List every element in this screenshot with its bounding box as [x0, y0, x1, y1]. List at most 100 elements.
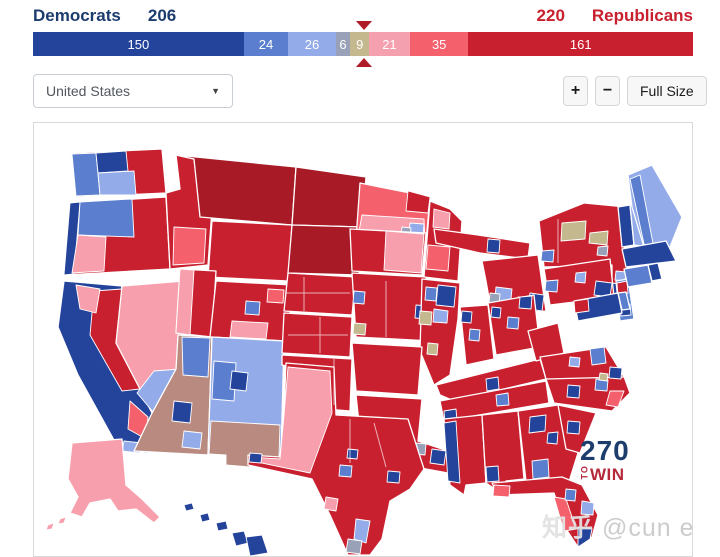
- region-select[interactable]: United States ▼: [33, 74, 233, 108]
- district[interactable]: [429, 448, 447, 466]
- state-hawaii[interactable]: [183, 502, 195, 512]
- district[interactable]: [495, 392, 510, 407]
- watermark-handle: @cun ese: [601, 514, 692, 542]
- district[interactable]: [460, 310, 473, 324]
- state-hawaii[interactable]: [215, 520, 229, 532]
- logo-win-text: WIN: [590, 465, 625, 484]
- district[interactable]: [573, 298, 590, 314]
- district[interactable]: [248, 452, 263, 464]
- district[interactable]: [386, 470, 401, 484]
- district[interactable]: [490, 306, 502, 319]
- district[interactable]: [175, 268, 195, 336]
- district[interactable]: [443, 420, 461, 484]
- state-arkansas[interactable]: [351, 342, 423, 396]
- district[interactable]: [485, 376, 500, 392]
- district[interactable]: [598, 372, 609, 382]
- district[interactable]: [244, 300, 261, 316]
- district[interactable]: [57, 516, 67, 525]
- district[interactable]: [435, 284, 457, 308]
- state-montana[interactable]: [175, 154, 297, 226]
- full-size-button[interactable]: Full Size: [627, 76, 707, 106]
- seat-bar-segment-light-blue: 26: [288, 32, 336, 56]
- district[interactable]: [486, 238, 501, 254]
- zoom-in-button[interactable]: +: [563, 76, 588, 106]
- district[interactable]: [580, 500, 595, 516]
- state-rhode-island[interactable]: [647, 262, 663, 282]
- state-wyoming[interactable]: [207, 220, 293, 282]
- state-hawaii[interactable]: [245, 534, 269, 556]
- district[interactable]: [353, 518, 371, 544]
- district[interactable]: [424, 286, 438, 302]
- district[interactable]: [566, 384, 581, 399]
- district[interactable]: [546, 431, 559, 445]
- us-map-svg: [45, 148, 683, 556]
- district[interactable]: [568, 356, 581, 368]
- district[interactable]: [544, 279, 559, 293]
- district[interactable]: [405, 190, 431, 214]
- district[interactable]: [425, 244, 451, 272]
- seat-bar-segment-red: 161: [468, 32, 693, 56]
- district[interactable]: [518, 295, 533, 310]
- state-hawaii[interactable]: [199, 512, 211, 523]
- district[interactable]: [596, 245, 609, 257]
- district[interactable]: [266, 288, 285, 304]
- district[interactable]: [75, 284, 101, 314]
- district[interactable]: [352, 290, 366, 305]
- district[interactable]: [63, 201, 81, 276]
- district[interactable]: [181, 336, 211, 378]
- district[interactable]: [574, 271, 587, 284]
- district[interactable]: [553, 496, 577, 532]
- state-delaware[interactable]: [617, 291, 631, 311]
- district[interactable]: [229, 320, 269, 340]
- district[interactable]: [528, 414, 547, 434]
- district[interactable]: [577, 526, 593, 548]
- state-connecticut[interactable]: [623, 264, 653, 288]
- state-tennessee[interactable]: [439, 380, 550, 422]
- district[interactable]: [77, 198, 135, 238]
- district[interactable]: [432, 308, 449, 324]
- district[interactable]: [352, 322, 367, 336]
- district[interactable]: [485, 465, 500, 483]
- seat-bar-segment-dark-blue: 150: [33, 32, 244, 56]
- district[interactable]: [588, 230, 609, 246]
- zoom-out-button[interactable]: −: [595, 76, 620, 106]
- district[interactable]: [323, 496, 339, 512]
- district[interactable]: [506, 316, 520, 330]
- district[interactable]: [605, 390, 625, 408]
- district[interactable]: [540, 249, 555, 263]
- caret-down-icon: ▼: [211, 86, 220, 96]
- district[interactable]: [346, 448, 359, 460]
- watermark-brand: 知乎: [542, 514, 595, 542]
- seat-bar-segment-tan: 9: [350, 32, 369, 56]
- district[interactable]: [45, 522, 55, 531]
- state-north-dakota[interactable]: [291, 166, 367, 228]
- district[interactable]: [71, 234, 107, 274]
- district[interactable]: [418, 310, 433, 326]
- district[interactable]: [71, 152, 101, 197]
- district[interactable]: [171, 400, 193, 424]
- state-hawaii[interactable]: [231, 530, 249, 547]
- state-nebraska[interactable]: [283, 272, 357, 316]
- district[interactable]: [95, 150, 129, 174]
- district[interactable]: [560, 220, 587, 242]
- us-house-district-map[interactable]: 270 TO WIN 知乎 @cun ese: [33, 122, 693, 557]
- district[interactable]: [172, 226, 207, 266]
- district[interactable]: [229, 370, 249, 392]
- state-massachusetts[interactable]: [621, 240, 677, 268]
- district[interactable]: [338, 464, 353, 478]
- state-alaska[interactable]: [67, 438, 161, 524]
- district[interactable]: [211, 360, 237, 402]
- district[interactable]: [566, 420, 581, 435]
- district[interactable]: [426, 342, 439, 356]
- district[interactable]: [608, 366, 623, 380]
- district[interactable]: [345, 538, 363, 555]
- district[interactable]: [432, 208, 451, 230]
- district[interactable]: [531, 458, 550, 480]
- district[interactable]: [564, 488, 577, 502]
- district[interactable]: [383, 230, 425, 274]
- district[interactable]: [589, 346, 607, 366]
- district[interactable]: [181, 430, 203, 450]
- district[interactable]: [97, 170, 137, 196]
- district[interactable]: [492, 484, 511, 498]
- district[interactable]: [468, 328, 481, 342]
